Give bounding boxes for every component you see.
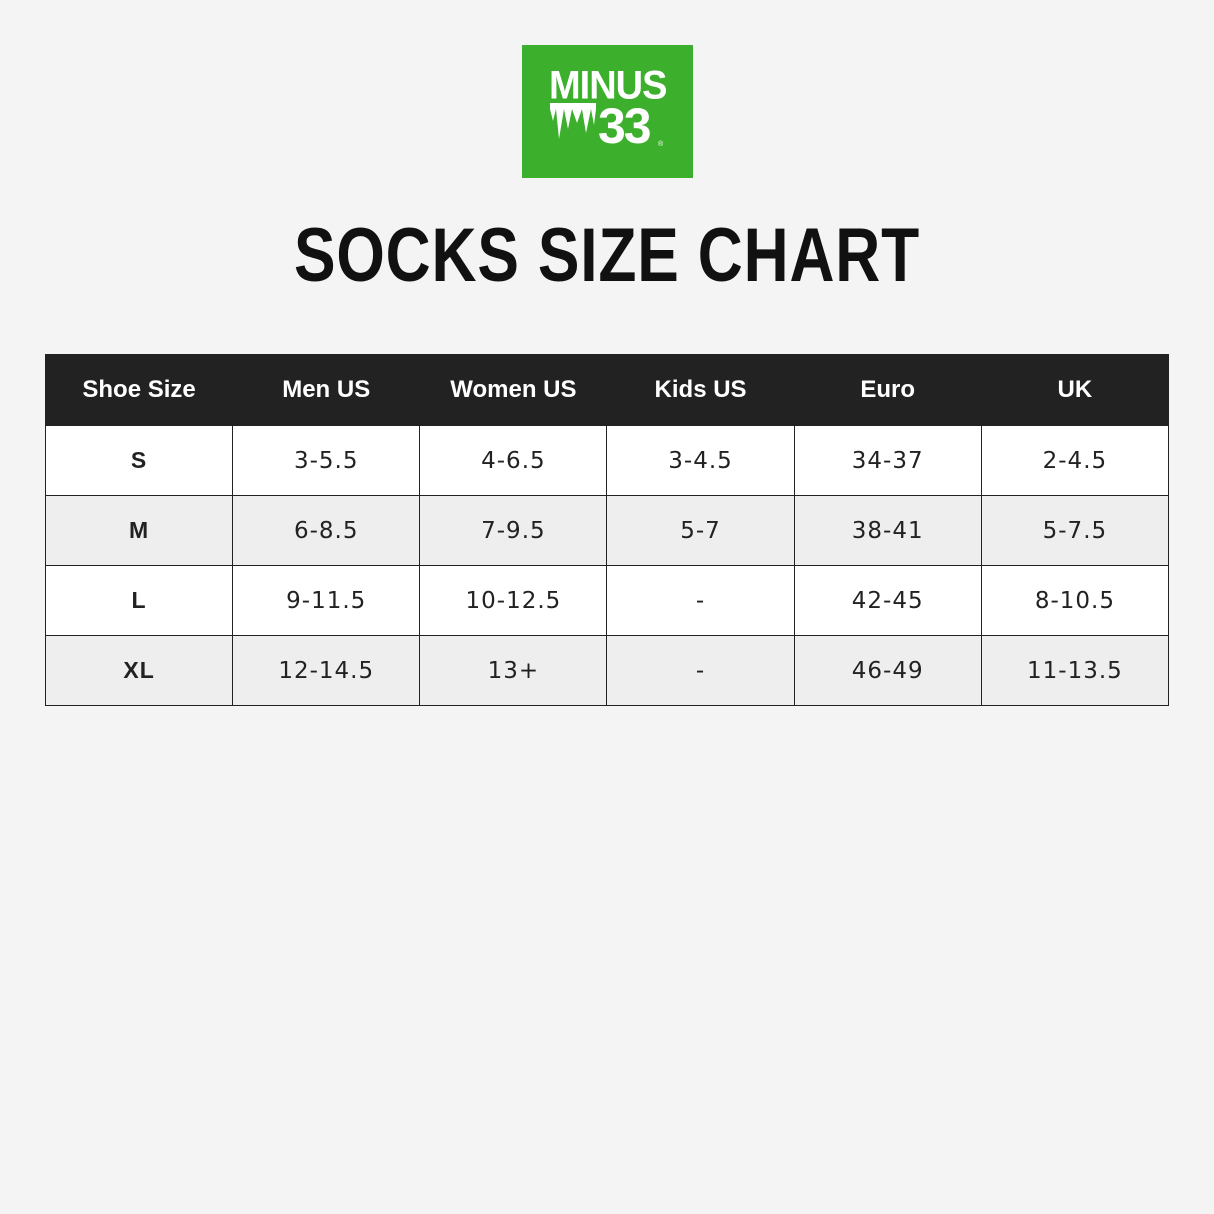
size-cell: S xyxy=(44,425,234,496)
header-uk: UK xyxy=(980,354,1170,426)
table-cell: 9-11.5 xyxy=(232,565,421,636)
table-cell: 5-7 xyxy=(606,495,795,566)
page-title: SOCKS SIZE CHART xyxy=(294,213,920,298)
table-cell: 2-4.5 xyxy=(980,425,1170,496)
logo-text-minus: MINUS xyxy=(549,63,667,109)
table-cell: 46-49 xyxy=(793,635,982,706)
header-women-us: Women US xyxy=(419,354,608,426)
table-cell: 34-37 xyxy=(793,425,982,496)
table-cell: 11-13.5 xyxy=(980,635,1170,706)
logo-registered-mark: ® xyxy=(658,141,664,148)
table-header-row: Shoe Size Men US Women US Kids US Euro U… xyxy=(44,354,1170,426)
size-cell: XL xyxy=(44,635,234,706)
table-row: M 6-8.5 7-9.5 5-7 38-41 5-7.5 xyxy=(44,495,1170,566)
logo-text-33: 33 xyxy=(598,98,652,154)
table-cell: 12-14.5 xyxy=(232,635,421,706)
table-row: S 3-5.5 4-6.5 3-4.5 34-37 2-4.5 xyxy=(44,425,1170,496)
table-cell: 8-10.5 xyxy=(980,565,1170,636)
logo-drip-icon xyxy=(550,103,596,139)
table-cell: - xyxy=(606,635,795,706)
header-shoe-size: Shoe Size xyxy=(44,354,234,426)
size-chart-table: Shoe Size Men US Women US Kids US Euro U… xyxy=(44,354,1170,706)
size-cell: L xyxy=(44,565,234,636)
table-cell: 4-6.5 xyxy=(419,425,608,496)
table-cell: 38-41 xyxy=(793,495,982,566)
table-cell: 42-45 xyxy=(793,565,982,636)
table-cell: 3-5.5 xyxy=(232,425,421,496)
table-cell: 6-8.5 xyxy=(232,495,421,566)
header-euro: Euro xyxy=(793,354,982,426)
table-row: XL 12-14.5 13+ -46-49 11-13.5 xyxy=(44,635,1170,706)
header-men-us: Men US xyxy=(232,354,421,426)
table-cell: 5-7.5 xyxy=(980,495,1170,566)
table-cell: 10-12.5 xyxy=(419,565,608,636)
size-cell: M xyxy=(44,495,234,566)
table-cell: 3-4.5 xyxy=(606,425,795,496)
table-row: L 9-11.5 10-12.5-42-45 8-10.5 xyxy=(44,565,1170,636)
table-cell: 13+ xyxy=(419,635,608,706)
header-kids-us: Kids US xyxy=(606,354,795,426)
table-cell: 7-9.5 xyxy=(419,495,608,566)
minus33-logo: MINUS 33 ® xyxy=(522,45,693,178)
table-cell: - xyxy=(606,565,795,636)
